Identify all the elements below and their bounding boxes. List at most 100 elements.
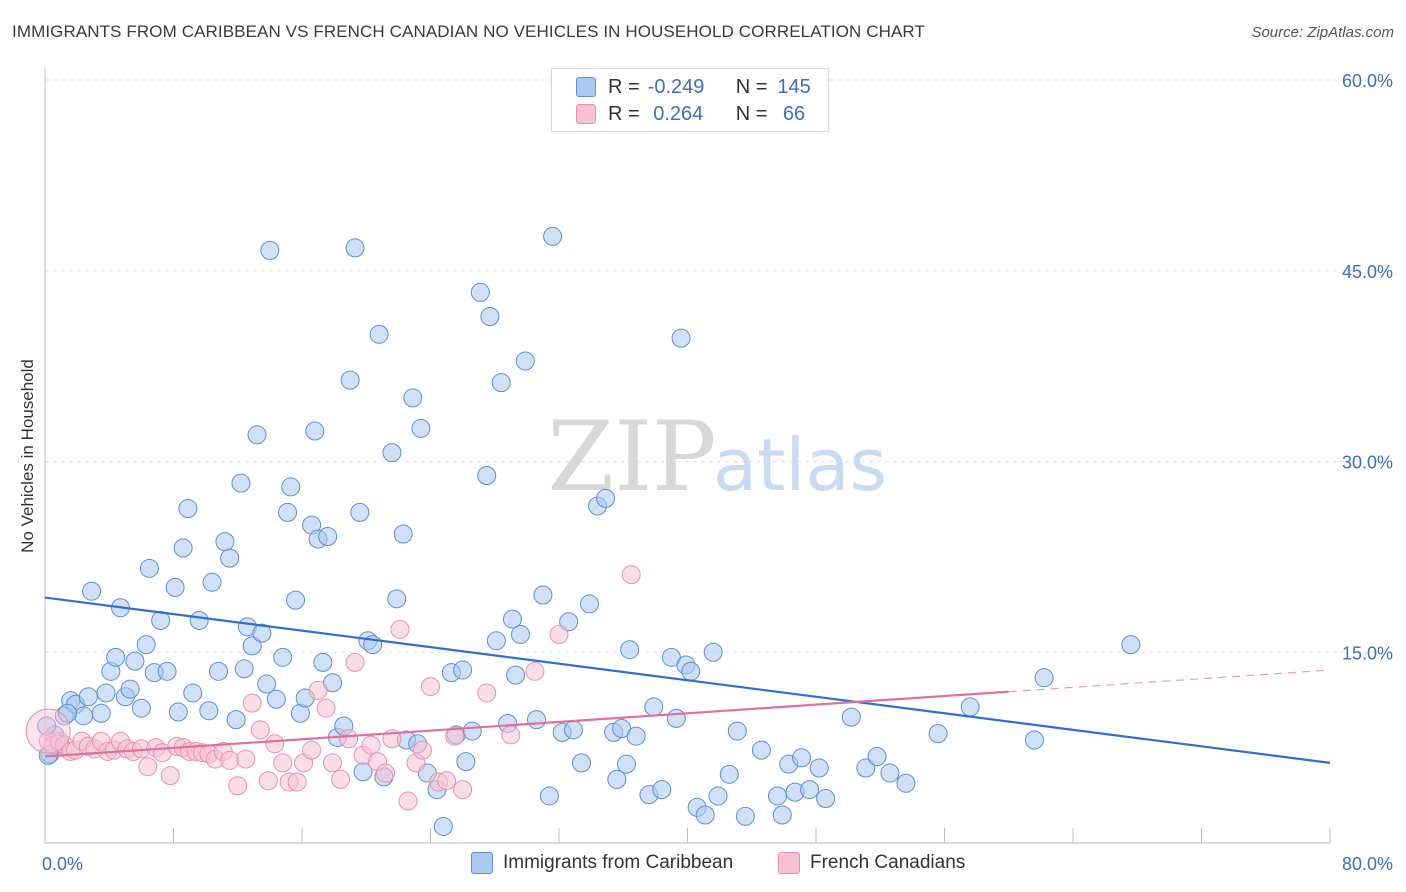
data-point-french-canadian: [323, 753, 343, 773]
data-point-caribbean: [433, 816, 453, 836]
legend-swatch-pink: [576, 104, 596, 124]
data-point-caribbean: [281, 477, 301, 497]
y-axis-label: No Vehicles in Household: [18, 359, 37, 553]
data-point-caribbean: [681, 661, 701, 681]
data-point-caribbean: [165, 577, 185, 597]
data-point-caribbean: [168, 702, 188, 722]
data-point-caribbean: [735, 806, 755, 826]
data-point-french-canadian: [398, 791, 418, 811]
data-point-caribbean: [652, 780, 672, 800]
data-point-french-canadian: [376, 763, 396, 783]
tick-labels: 15.0% 30.0% 45.0% 60.0% 0.0% 80.0%: [42, 71, 1393, 874]
data-point-caribbean: [340, 370, 360, 390]
x-tick-label-max: 80.0%: [1342, 854, 1393, 874]
data-point-caribbean: [727, 721, 747, 741]
data-point-caribbean: [220, 548, 240, 568]
legend-r-label: R =: [608, 102, 640, 125]
data-point-caribbean: [841, 707, 861, 727]
data-point-caribbean: [856, 758, 876, 778]
data-point-caribbean: [708, 786, 728, 806]
data-point-french-canadian: [339, 729, 359, 749]
legend-r-label: R =: [608, 75, 640, 98]
y-tick-label: 15.0%: [1342, 643, 1393, 663]
legend-row-caribbean: R = -0.249 N = 145: [576, 75, 811, 99]
data-point-caribbean: [772, 805, 792, 825]
bottom-legend-caribbean: Immigrants from Caribbean: [471, 852, 733, 874]
data-point-caribbean: [809, 758, 829, 778]
data-point-caribbean: [539, 786, 559, 806]
data-point-french-canadian: [302, 740, 322, 760]
data-point-french-canadian: [331, 769, 351, 789]
data-point-caribbean: [644, 697, 664, 717]
data-point-caribbean: [563, 720, 583, 740]
data-point-caribbean: [571, 753, 591, 773]
bottom-legend-label-french-canadian: French Canadians: [810, 852, 966, 873]
data-point-caribbean: [199, 701, 219, 721]
bottom-legend-swatch-blue: [471, 852, 493, 874]
data-point-caribbean: [456, 752, 476, 772]
data-point-french-canadian: [621, 565, 641, 585]
data-point-caribbean: [960, 697, 980, 717]
data-point-french-canadian: [361, 735, 381, 755]
data-point-caribbean: [480, 307, 500, 327]
data-point-caribbean: [792, 748, 812, 768]
data-point-caribbean: [313, 652, 333, 672]
data-point-caribbean: [78, 687, 98, 707]
data-point-french-canadian: [412, 740, 432, 760]
watermark: ZIP atlas: [547, 401, 887, 513]
data-point-caribbean: [136, 635, 156, 655]
data-point-caribbean: [411, 418, 431, 438]
data-point-caribbean: [157, 661, 177, 681]
data-point-caribbean: [266, 689, 286, 709]
data-point-french-canadian: [242, 693, 262, 713]
data-point-french-canadian: [437, 771, 457, 791]
data-point-caribbean: [502, 609, 522, 629]
data-point-caribbean: [880, 763, 900, 783]
data-point-caribbean: [453, 660, 473, 680]
data-point-french-canadian: [445, 726, 465, 746]
data-point-french-canadian: [453, 780, 473, 800]
y-tick-label: 60.0%: [1342, 71, 1393, 91]
data-point-caribbean: [74, 706, 94, 726]
data-point-caribbean: [506, 665, 526, 685]
x-tick-label-min: 0.0%: [42, 854, 83, 874]
data-point-caribbean: [202, 572, 222, 592]
chart-title: IMMIGRANTS FROM CARIBBEAN VS FRENCH CANA…: [12, 22, 925, 41]
data-point-caribbean: [382, 443, 402, 463]
data-point-caribbean: [527, 710, 547, 730]
data-point-caribbean: [470, 282, 490, 302]
data-point-caribbean: [928, 724, 948, 744]
data-point-caribbean: [120, 679, 140, 699]
data-point-french-canadian: [421, 677, 440, 697]
data-point-caribbean: [666, 708, 686, 728]
legend-n-value: 66: [777, 102, 806, 125]
bottom-legend-label-caribbean: Immigrants from Caribbean: [503, 852, 734, 873]
data-point-caribbean: [139, 558, 159, 578]
data-point-caribbean: [559, 612, 579, 632]
legend-swatch-blue: [576, 77, 596, 97]
trend-line-french-canadian: [44, 690, 1009, 758]
watermark-atlas: atlas: [713, 423, 887, 507]
data-point-caribbean: [247, 425, 267, 445]
data-point-caribbean: [896, 773, 916, 793]
data-point-caribbean: [800, 780, 820, 800]
data-point-caribbean: [767, 786, 787, 806]
data-point-french-canadian: [228, 776, 248, 796]
data-point-caribbean: [345, 238, 365, 258]
data-point-french-canadian: [250, 720, 270, 740]
data-point-caribbean: [273, 647, 293, 667]
data-point-caribbean: [189, 610, 209, 630]
data-point-caribbean: [231, 473, 251, 493]
data-point-caribbean: [719, 764, 739, 784]
data-point-caribbean: [816, 788, 836, 808]
data-point-caribbean: [257, 674, 277, 694]
axes: [44, 68, 1331, 844]
y-tick-label: 45.0%: [1342, 262, 1393, 282]
trend-line-french-canadian-extrapolated: [1008, 669, 1331, 693]
data-point-caribbean: [208, 661, 228, 681]
data-point-caribbean: [533, 585, 553, 605]
y-tick-label: 30.0%: [1342, 453, 1393, 473]
data-point-caribbean: [403, 388, 423, 408]
data-point-caribbean: [278, 502, 298, 522]
